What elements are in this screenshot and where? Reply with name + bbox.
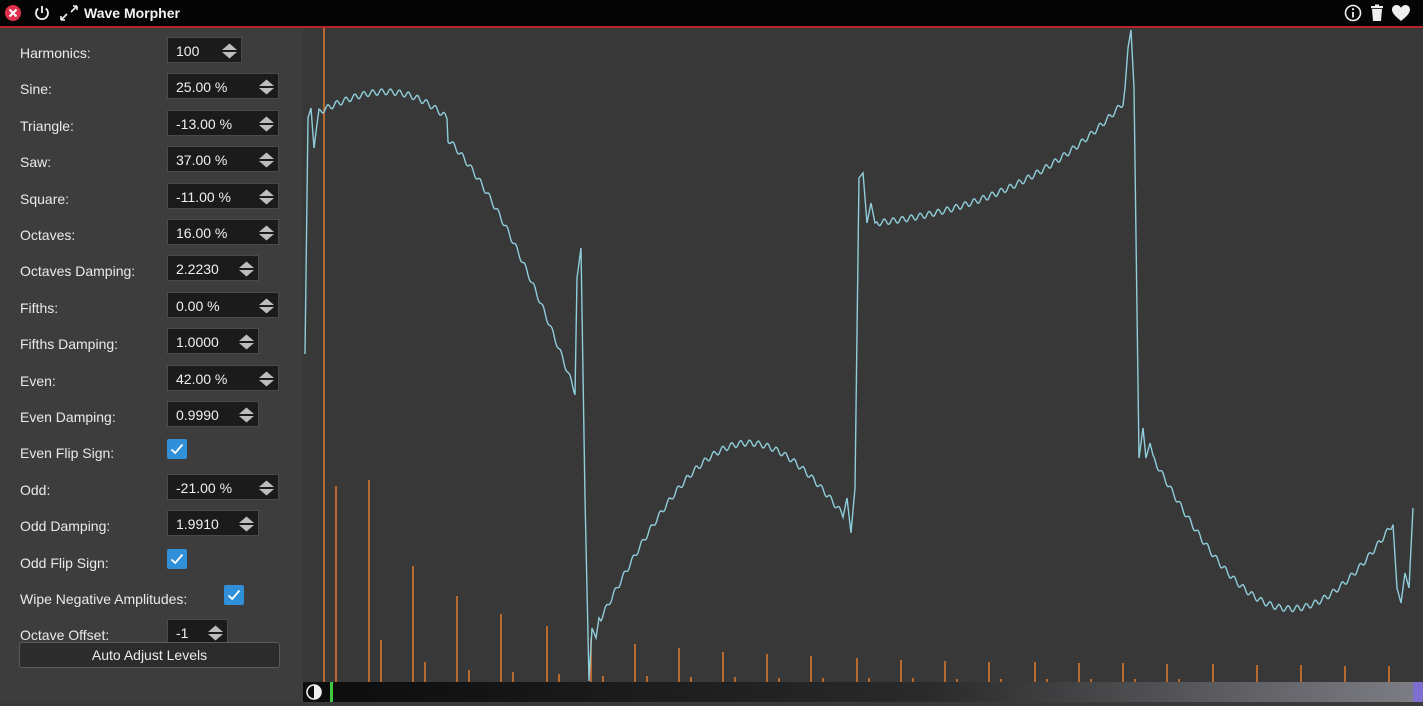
octave-offset-value[interactable]: -1 bbox=[176, 625, 188, 641]
param-label-fifths: Fifths: bbox=[20, 300, 58, 316]
square-spinbox[interactable]: -11.00 % bbox=[167, 183, 279, 209]
harmonics-value[interactable]: 100 bbox=[176, 43, 199, 59]
even-damping-spinbox[interactable]: 0.9990 bbox=[167, 401, 259, 427]
spin-arrows-icon[interactable] bbox=[258, 371, 275, 387]
half-circle-icon[interactable] bbox=[305, 683, 323, 706]
spin-arrows-icon[interactable] bbox=[258, 116, 275, 132]
odd-value[interactable]: -21.00 % bbox=[176, 480, 232, 496]
fifths-value[interactable]: 0.00 % bbox=[176, 298, 220, 314]
param-label-octaves: Octaves: bbox=[20, 227, 75, 243]
octaves-damping-value[interactable]: 2.2230 bbox=[176, 261, 219, 277]
playhead-marker[interactable] bbox=[330, 682, 333, 702]
param-label-even-flip-sign: Even Flip Sign: bbox=[20, 445, 114, 461]
spin-arrows-icon[interactable] bbox=[258, 225, 275, 241]
trash-icon[interactable] bbox=[1369, 4, 1385, 27]
wipe-negative-amplitudes-checkbox[interactable] bbox=[224, 585, 244, 605]
param-label-square: Square: bbox=[20, 191, 69, 207]
triangle-value[interactable]: -13.00 % bbox=[176, 116, 232, 132]
param-label-even: Even: bbox=[20, 373, 56, 389]
param-row-triangle: Triangle: -13.00 % bbox=[0, 109, 303, 145]
param-label-wipe-negative-amplitudes: Wipe Negative Amplitudes: bbox=[20, 591, 187, 607]
checkmark-icon bbox=[169, 441, 185, 457]
saw-spinbox[interactable]: 37.00 % bbox=[167, 146, 279, 172]
even-damping-value[interactable]: 0.9990 bbox=[176, 407, 219, 423]
param-row-fifths: Fifths: 0.00 % bbox=[0, 291, 303, 327]
param-row-fifths-damping: Fifths Damping: 1.0000 bbox=[0, 327, 303, 363]
title-bar: Wave Morpher bbox=[0, 0, 1423, 28]
expand-icon[interactable] bbox=[58, 4, 80, 27]
param-row-harmonics: Harmonics: 100 bbox=[0, 36, 303, 72]
param-row-saw: Saw: 37.00 % bbox=[0, 145, 303, 181]
position-gradient bbox=[333, 682, 1413, 702]
close-icon[interactable] bbox=[4, 4, 22, 27]
param-label-harmonics: Harmonics: bbox=[20, 45, 91, 61]
octaves-damping-spinbox[interactable]: 2.2230 bbox=[167, 255, 259, 281]
even-flip-sign-checkbox[interactable] bbox=[167, 439, 187, 459]
spin-arrows-icon[interactable] bbox=[258, 79, 275, 95]
param-row-square: Square: -11.00 % bbox=[0, 182, 303, 218]
spin-arrows-icon[interactable] bbox=[258, 480, 275, 496]
checkmark-icon bbox=[169, 551, 185, 567]
spin-arrows-icon[interactable] bbox=[258, 189, 275, 205]
param-row-odd-damping: Odd Damping: 1.9910 bbox=[0, 509, 303, 545]
param-row-even-damping: Even Damping: 0.9990 bbox=[0, 400, 303, 436]
spin-arrows-icon[interactable] bbox=[207, 625, 224, 641]
spin-arrows-icon[interactable] bbox=[221, 43, 238, 59]
param-row-odd-flip-sign: Odd Flip Sign: bbox=[0, 546, 303, 582]
fifths-damping-spinbox[interactable]: 1.0000 bbox=[167, 328, 259, 354]
param-row-odd: Odd: -21.00 % bbox=[0, 473, 303, 509]
fifths-spinbox[interactable]: 0.00 % bbox=[167, 292, 279, 318]
power-icon[interactable] bbox=[33, 4, 51, 27]
param-label-even-damping: Even Damping: bbox=[20, 409, 116, 425]
spin-arrows-icon[interactable] bbox=[258, 298, 275, 314]
param-label-octaves-damping: Octaves Damping: bbox=[20, 263, 135, 279]
spin-arrows-icon[interactable] bbox=[238, 516, 255, 532]
param-row-sine: Sine: 25.00 % bbox=[0, 72, 303, 108]
auto-adjust-levels-button[interactable]: Auto Adjust Levels bbox=[19, 642, 280, 668]
saw-value[interactable]: 37.00 % bbox=[176, 152, 227, 168]
window-title: Wave Morpher bbox=[84, 5, 180, 21]
param-row-even: Even: 42.00 % bbox=[0, 364, 303, 400]
param-label-odd: Odd: bbox=[20, 482, 50, 498]
odd-damping-spinbox[interactable]: 1.9910 bbox=[167, 510, 259, 536]
even-spinbox[interactable]: 42.00 % bbox=[167, 365, 279, 391]
param-label-odd-flip-sign: Odd Flip Sign: bbox=[20, 555, 109, 571]
param-row-octaves: Octaves: 16.00 % bbox=[0, 218, 303, 254]
even-value[interactable]: 42.00 % bbox=[176, 371, 227, 387]
spin-arrows-icon[interactable] bbox=[258, 152, 275, 168]
spin-arrows-icon[interactable] bbox=[238, 334, 255, 350]
sine-spinbox[interactable]: 25.00 % bbox=[167, 73, 279, 99]
square-value[interactable]: -11.00 % bbox=[176, 189, 231, 205]
parameter-panel: Harmonics: 100 Sine: 25.00 % Triangle: -13.00… bbox=[0, 28, 303, 702]
fifths-damping-value[interactable]: 1.0000 bbox=[176, 334, 219, 350]
waveform-plot bbox=[303, 28, 1423, 682]
param-label-saw: Saw: bbox=[20, 154, 51, 170]
param-row-even-flip-sign: Even Flip Sign: bbox=[0, 436, 303, 472]
position-strip[interactable] bbox=[303, 682, 1423, 702]
odd-damping-value[interactable]: 1.9910 bbox=[176, 516, 219, 532]
param-label-triangle: Triangle: bbox=[20, 118, 74, 134]
triangle-spinbox[interactable]: -13.00 % bbox=[167, 110, 279, 136]
sine-value[interactable]: 25.00 % bbox=[176, 79, 227, 95]
octaves-value[interactable]: 16.00 % bbox=[176, 225, 227, 241]
octaves-spinbox[interactable]: 16.00 % bbox=[167, 219, 279, 245]
harmonics-spinbox[interactable]: 100 bbox=[167, 37, 242, 63]
param-row-octaves-damping: Octaves Damping: 2.2230 bbox=[0, 254, 303, 290]
info-icon[interactable] bbox=[1344, 4, 1362, 27]
param-row-wipe-negative-amplitudes: Wipe Negative Amplitudes: bbox=[0, 582, 303, 618]
param-label-octave-offset: Octave Offset: bbox=[20, 627, 109, 643]
param-label-odd-damping: Odd Damping: bbox=[20, 518, 110, 534]
checkmark-icon bbox=[226, 587, 242, 603]
heart-icon[interactable] bbox=[1391, 4, 1411, 27]
end-marker[interactable] bbox=[1413, 682, 1423, 702]
spin-arrows-icon[interactable] bbox=[238, 407, 255, 423]
waveform-line bbox=[305, 30, 1413, 681]
odd-spinbox[interactable]: -21.00 % bbox=[167, 474, 279, 500]
spin-arrows-icon[interactable] bbox=[238, 261, 255, 277]
odd-flip-sign-checkbox[interactable] bbox=[167, 549, 187, 569]
param-label-fifths-damping: Fifths Damping: bbox=[20, 336, 118, 352]
param-label-sine: Sine: bbox=[20, 81, 52, 97]
waveform-view[interactable] bbox=[303, 28, 1423, 682]
